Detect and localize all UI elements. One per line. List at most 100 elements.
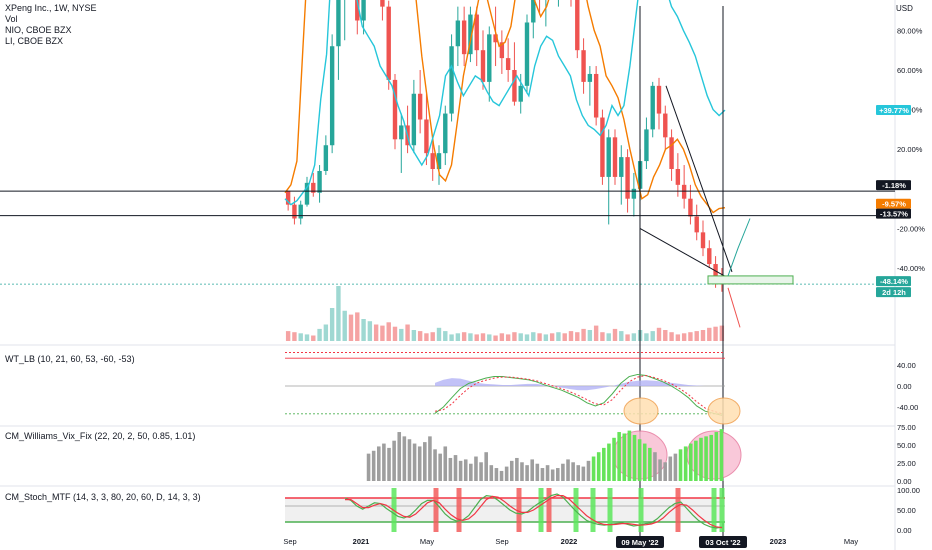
candle-body bbox=[650, 85, 655, 130]
x-tick-label: May bbox=[844, 537, 858, 546]
volume-bar bbox=[461, 332, 467, 341]
volume-bar bbox=[336, 286, 341, 341]
candle-body bbox=[524, 22, 530, 86]
date-cursor-label: 03 Oct '22 bbox=[705, 538, 740, 547]
candle-body bbox=[355, 0, 360, 21]
vix-bar bbox=[453, 455, 458, 481]
volume-label[interactable]: Vol bbox=[5, 14, 18, 24]
vix-bar bbox=[474, 456, 478, 481]
volume-bar bbox=[524, 334, 530, 341]
price-tag-label: -13.57% bbox=[880, 210, 908, 219]
vix-bar bbox=[581, 466, 586, 481]
volume-bar bbox=[298, 333, 303, 341]
volume-bar bbox=[707, 327, 712, 341]
wt-lb-title[interactable]: WT_LB (10, 21, 60, 53, -60, -53) bbox=[5, 354, 135, 364]
li-label[interactable]: LI, CBOE BZX bbox=[5, 36, 64, 46]
volume-bar bbox=[631, 333, 637, 341]
stoch-signal-column bbox=[433, 488, 439, 532]
volume-bar bbox=[417, 331, 423, 341]
volume-bar bbox=[531, 332, 536, 341]
candle-body bbox=[612, 137, 618, 177]
vix-bar bbox=[499, 470, 504, 481]
candle-body bbox=[386, 6, 391, 80]
candle-body bbox=[688, 198, 693, 217]
volume-bar bbox=[587, 330, 593, 341]
symbol-title[interactable]: XPeng Inc., 1W, NYSE bbox=[5, 3, 97, 13]
candle-body bbox=[675, 169, 681, 185]
candle-body bbox=[323, 145, 329, 171]
stoch-tick-label: 100.00 bbox=[897, 486, 920, 495]
vix-bar bbox=[489, 465, 494, 481]
volume-bar bbox=[424, 333, 429, 341]
vix-bar bbox=[591, 456, 596, 481]
volume-bar bbox=[518, 333, 523, 341]
volume-bar bbox=[606, 333, 611, 341]
price-tag-label: -48.14% bbox=[880, 277, 908, 286]
volume-bar bbox=[669, 332, 674, 341]
vix-bar bbox=[555, 468, 560, 481]
vix-bar bbox=[397, 432, 402, 481]
vix-bar bbox=[627, 430, 632, 481]
stoch-signal-column bbox=[590, 488, 596, 532]
candle-body bbox=[593, 73, 599, 118]
vix-bar bbox=[571, 462, 575, 481]
vix-fix-title[interactable]: CM_Williams_Vix_Fix (22, 20, 2, 50, 0.85… bbox=[5, 431, 196, 441]
candle-body bbox=[455, 20, 461, 47]
x-tick-label: 2021 bbox=[353, 537, 370, 546]
vix-bar bbox=[719, 429, 724, 481]
price-tag bbox=[876, 198, 911, 209]
price-tag bbox=[876, 208, 911, 219]
vix-bar bbox=[663, 462, 667, 481]
stoch-signal-column bbox=[607, 488, 613, 532]
vix-bar bbox=[637, 439, 642, 481]
candle-body bbox=[587, 73, 593, 82]
vix-bar bbox=[678, 449, 683, 481]
vix-bar bbox=[714, 432, 719, 481]
volume-bar bbox=[562, 333, 567, 341]
vix-bar bbox=[530, 459, 535, 481]
price-tag-label: +39.77% bbox=[879, 106, 909, 115]
target-box bbox=[707, 275, 794, 285]
candle-body bbox=[656, 85, 662, 114]
volume-bar bbox=[468, 333, 473, 341]
volume-bar bbox=[575, 332, 580, 341]
nio-label[interactable]: NIO, CBOE BZX bbox=[5, 25, 72, 35]
candle-body bbox=[468, 14, 473, 55]
vix-bar bbox=[504, 466, 509, 481]
stoch-mtf-title[interactable]: CM_Stoch_MTF (14, 3, 3, 80, 20, 60, D, 1… bbox=[5, 492, 201, 502]
currency-label: USD bbox=[896, 4, 913, 13]
volume-bar bbox=[713, 326, 718, 341]
candle-body bbox=[600, 117, 605, 177]
candle-body bbox=[575, 0, 580, 51]
x-tick-label: Sep bbox=[283, 537, 296, 546]
candle-body bbox=[329, 46, 335, 146]
candle-body bbox=[411, 93, 417, 146]
vix-bar bbox=[709, 434, 714, 481]
vix-bar bbox=[622, 433, 627, 481]
vix-bar bbox=[509, 460, 514, 481]
vix-bar bbox=[602, 447, 606, 481]
volume-bar bbox=[399, 328, 404, 341]
candle-body bbox=[713, 264, 718, 280]
volume-bar bbox=[663, 330, 668, 341]
candle-body bbox=[417, 93, 423, 120]
candle-body bbox=[531, 0, 536, 23]
stoch-signal-column bbox=[538, 488, 544, 532]
candle-body bbox=[292, 204, 297, 219]
vix-bar bbox=[653, 452, 657, 481]
vix-bar bbox=[545, 465, 550, 481]
price-tag-label: -9.57% bbox=[882, 200, 906, 209]
vix-bar bbox=[561, 463, 565, 481]
date-cursor-label: 09 May '22 bbox=[621, 538, 658, 547]
vix-bar bbox=[617, 432, 621, 481]
wt-histogram bbox=[435, 378, 722, 391]
candle-body bbox=[480, 50, 486, 82]
vix-tick-label: 0.00 bbox=[897, 477, 912, 486]
stoch-signal-column bbox=[711, 488, 717, 532]
volume-bar bbox=[342, 310, 347, 341]
vix-bar bbox=[387, 447, 391, 481]
volume-bar bbox=[568, 331, 574, 341]
vix-bar bbox=[566, 459, 570, 481]
candle-body bbox=[493, 34, 498, 43]
